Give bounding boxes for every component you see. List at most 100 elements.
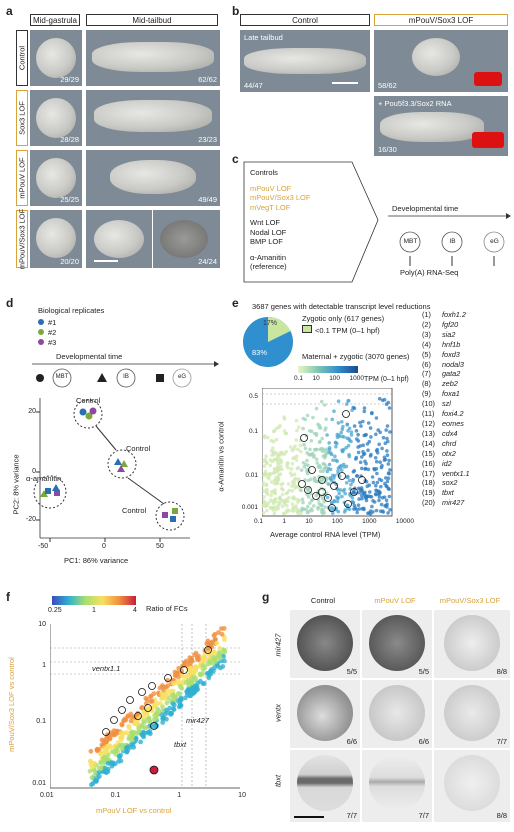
panel-a-row-label: Control	[16, 30, 28, 86]
gene-point	[344, 481, 349, 485]
gene-point	[282, 417, 287, 421]
gene-point	[289, 467, 294, 471]
gene-point	[299, 468, 304, 472]
gene-point	[178, 684, 183, 689]
gene-point	[268, 458, 273, 462]
gene-point	[268, 463, 273, 468]
gene-point	[371, 480, 376, 485]
gene-point	[268, 505, 273, 510]
gene-list-item: (15) otx2	[422, 448, 456, 458]
gene-point	[368, 509, 373, 513]
gene-point	[364, 432, 368, 437]
gene-point	[269, 493, 273, 498]
gene-point	[130, 734, 135, 740]
gene-point	[154, 723, 160, 728]
gene-point	[349, 430, 354, 434]
gene-point	[222, 637, 227, 643]
y-tick: 0.1	[36, 718, 46, 725]
gene-point	[336, 399, 341, 403]
gene-point	[325, 469, 330, 474]
gene-point	[173, 694, 179, 700]
gene-point	[303, 446, 308, 451]
panel-e-title: 3687 genes with detectable transcript le…	[252, 302, 431, 311]
x-tick: 0	[102, 543, 106, 550]
gene-point	[262, 495, 266, 499]
gene-point	[344, 445, 348, 450]
pca-xlabel: PC1: 86% variance	[64, 556, 129, 565]
gene-point	[265, 461, 269, 465]
gene-point	[119, 722, 125, 728]
gene-point	[335, 486, 339, 491]
gene-point	[312, 504, 316, 508]
gene-point	[343, 508, 348, 512]
gene-point	[118, 758, 124, 764]
gene-point	[320, 503, 324, 507]
gene-point	[385, 502, 389, 506]
pie-chart	[243, 316, 293, 367]
gene-list-item: (20) mir427	[422, 498, 465, 508]
gene-list-item: (8) zeb2	[422, 379, 458, 389]
gene-point	[335, 432, 340, 437]
gene-point	[119, 746, 125, 752]
gene-point	[352, 489, 356, 493]
gene-point	[160, 720, 166, 725]
gene-point	[377, 396, 382, 401]
gene-point	[306, 478, 311, 483]
panel-e-label: e	[232, 296, 239, 310]
gene-point	[306, 504, 310, 509]
panel-c-label: c	[232, 152, 239, 166]
y-tick: 1	[42, 662, 46, 669]
gene-point	[262, 459, 266, 463]
gene-point	[350, 496, 355, 500]
gene-point	[347, 478, 352, 483]
gene-point	[331, 458, 335, 462]
gene-point	[293, 444, 297, 448]
gene-point	[365, 442, 370, 446]
gene-point	[369, 435, 373, 439]
gene-point	[356, 439, 361, 443]
gene-point	[340, 420, 344, 424]
gene-point	[308, 447, 312, 452]
gene-point	[334, 444, 338, 449]
gene-point	[320, 507, 324, 512]
gene-point	[286, 482, 291, 486]
gene-point	[366, 448, 370, 452]
gene-point	[385, 453, 390, 457]
gene-point	[342, 465, 346, 469]
gene-point	[345, 402, 349, 406]
gene-point	[375, 471, 379, 476]
gene-point	[374, 416, 379, 420]
gene-point	[379, 502, 384, 507]
gene-point	[357, 497, 361, 501]
gene-point	[118, 752, 123, 758]
gene-point	[319, 399, 324, 404]
fc-colorbar-tick: 0.25	[48, 607, 62, 614]
gene-point	[374, 448, 379, 453]
gene-point	[373, 492, 378, 496]
gene-point	[281, 488, 285, 492]
gene-point	[368, 490, 372, 494]
gene-point	[388, 468, 392, 472]
gene-point	[349, 439, 353, 444]
gene-point	[166, 691, 172, 696]
gene-point	[314, 406, 319, 411]
gene-point	[87, 768, 93, 774]
gene-point	[171, 706, 176, 712]
gene-point	[148, 699, 154, 704]
gene-point	[279, 498, 283, 502]
gene-point	[272, 491, 277, 495]
gene-point	[374, 488, 378, 493]
gene-point	[339, 468, 344, 473]
gene-point	[265, 509, 269, 513]
gene-point	[380, 495, 385, 500]
gene-point	[377, 491, 381, 495]
gene-point	[134, 720, 140, 726]
scatter-plot-e	[262, 388, 393, 517]
pie-label-maternal: Maternal + zygotic (3070 genes)	[302, 352, 410, 361]
gene-point	[275, 465, 279, 470]
gene-point	[275, 470, 280, 474]
embryo-photo: 20/20	[30, 210, 82, 268]
gene-point	[316, 507, 320, 511]
embryo-photo-lof: 58/62	[374, 30, 508, 92]
gene-point	[382, 458, 387, 462]
